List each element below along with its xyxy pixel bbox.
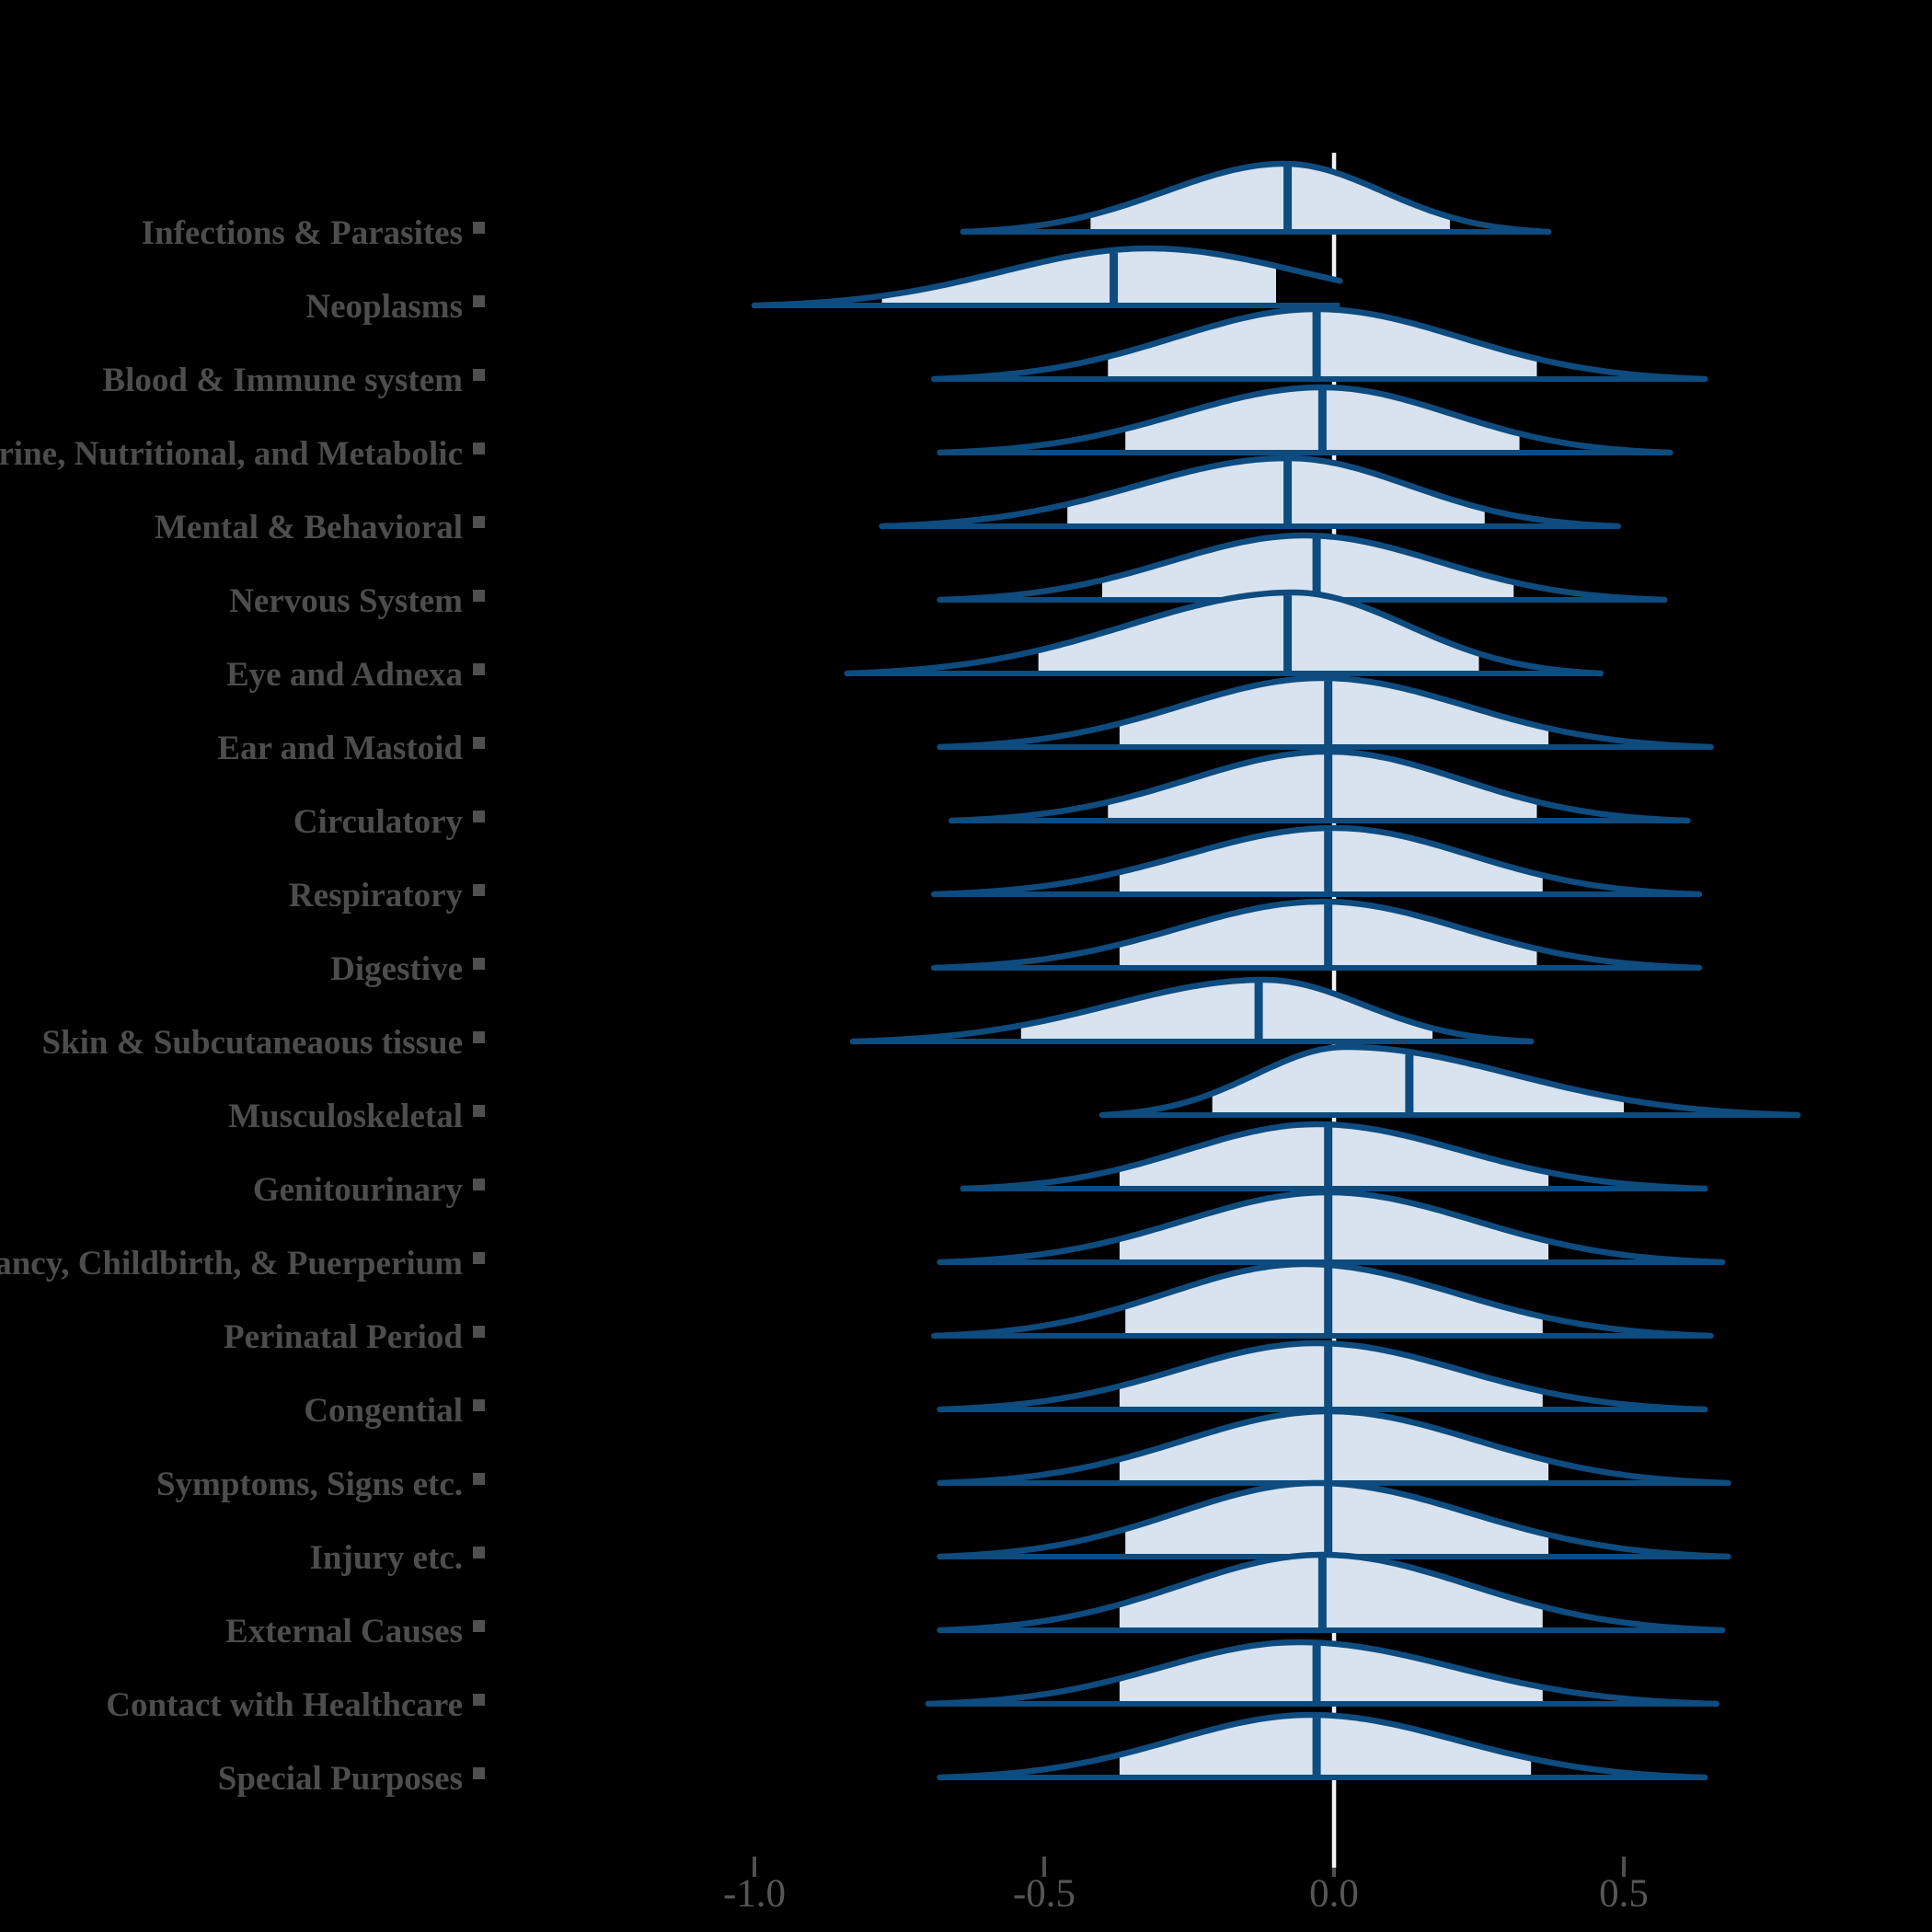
- row-label: Special Purposes: [218, 1760, 463, 1798]
- ridge-curve: [960, 160, 1552, 236]
- x-axis-tick: [1622, 1857, 1626, 1877]
- x-axis-tick: [1042, 1857, 1046, 1877]
- ridge-curve: [1098, 1043, 1801, 1119]
- ridge-curve: [937, 532, 1668, 604]
- row-axis-tick-square: [473, 1473, 485, 1485]
- ridge-curve: [879, 454, 1621, 530]
- ridge-curve: [948, 748, 1691, 824]
- ridge-curve: [931, 305, 1708, 383]
- row-axis-tick-square: [473, 369, 485, 381]
- row-label: Digestive: [330, 950, 463, 988]
- row-label: Musculoskeletal: [228, 1098, 463, 1135]
- row-label: Blood & Immune system: [102, 362, 463, 399]
- row-axis-tick-square: [473, 1399, 485, 1411]
- row-label: Congential: [304, 1392, 463, 1430]
- row-label: Perinatal Period: [224, 1318, 463, 1356]
- row-axis-tick-square: [473, 1031, 485, 1043]
- row-label: Symptoms, Signs etc.: [156, 1466, 463, 1503]
- row-label: Infections & Parasites: [142, 214, 463, 252]
- row-axis-tick-square: [473, 443, 485, 454]
- x-axis-tick-label: 0.5: [1599, 1872, 1649, 1915]
- ridge-curve: [937, 1189, 1726, 1266]
- row-label: Skin & Subcutaneaous tissue: [41, 1024, 463, 1062]
- ridge-quantile-band: [881, 248, 1276, 305]
- ridge-quantile-band: [1119, 1715, 1532, 1777]
- row-label: Mental & Behavioral: [155, 509, 463, 546]
- row-label: Genitourinary: [253, 1171, 464, 1209]
- row-axis-tick-square: [473, 516, 485, 528]
- row-axis-tick-square: [473, 1767, 485, 1779]
- row-label: Neoplasms: [305, 288, 463, 326]
- ridge-quantile-band: [1108, 752, 1537, 821]
- ridge-quantile-band: [1090, 164, 1451, 232]
- row-axis-tick-square: [473, 1252, 485, 1264]
- ridge-quantile-band: [1125, 1264, 1543, 1336]
- row-label: Eye and Adnexa: [226, 656, 463, 694]
- ridge-quantile-band: [1212, 1047, 1624, 1115]
- ridge-curve: [937, 1551, 1726, 1634]
- ridge-quantile-band: [1125, 1483, 1549, 1557]
- row-axis-tick-square: [473, 884, 485, 896]
- ridge-curve: [931, 1260, 1714, 1340]
- ridge-quantile-band: [1119, 1642, 1543, 1704]
- row-axis-tick-square: [473, 958, 485, 970]
- row-axis-tick-square: [473, 1326, 485, 1338]
- row-axis-tick-square: [473, 1620, 485, 1632]
- row-axis-tick-square: [473, 1547, 485, 1558]
- row-axis-tick-square: [473, 222, 485, 234]
- row-label: Pregancy, Childbirth, & Puerperium: [0, 1245, 463, 1282]
- row-axis-tick-square: [473, 1179, 485, 1190]
- row-label: Nervous System: [229, 582, 463, 620]
- ridge-curve: [937, 1408, 1731, 1487]
- row-axis-tick-square: [473, 663, 485, 675]
- row-label: Contact with Healthcare: [106, 1686, 463, 1724]
- row-axis-tick-square: [473, 295, 485, 307]
- ridge-curve: [937, 384, 1673, 456]
- ridge-quantile-band: [1067, 458, 1485, 526]
- ridge-curve: [925, 1639, 1720, 1708]
- row-axis-tick-square: [473, 811, 485, 822]
- ridge-curve: [844, 589, 1604, 677]
- ridge-curve: [937, 1711, 1708, 1781]
- row-label: Endocrine, Nutritional, and Metabolic: [0, 435, 463, 473]
- row-axis-tick-square: [473, 1694, 485, 1706]
- x-axis-tick-label: -1.0: [723, 1872, 786, 1915]
- row-axis-tick-square: [473, 1105, 485, 1117]
- ridge-curve: [937, 1340, 1708, 1413]
- ridge-quantile-band: [1038, 592, 1479, 673]
- ridge-curve: [931, 898, 1703, 972]
- ridge-curve: [931, 824, 1703, 898]
- row-label: Respiratory: [289, 877, 464, 914]
- ridge-curve: [937, 674, 1714, 751]
- x-axis-tick-label: 0.0: [1309, 1872, 1359, 1915]
- row-label: External Causes: [225, 1613, 463, 1650]
- ridge-curve: [751, 245, 1343, 309]
- row-axis-tick-square: [473, 737, 485, 749]
- ridge-curve: [960, 1121, 1708, 1192]
- ridge-curve: [849, 976, 1535, 1045]
- row-label: Ear and Mastoid: [217, 730, 463, 767]
- row-axis-tick-square: [473, 590, 485, 602]
- row-label: Injury etc.: [310, 1539, 463, 1577]
- ridge-curve: [937, 1479, 1731, 1560]
- row-label: Circulatory: [293, 803, 464, 841]
- x-axis-tick: [753, 1857, 756, 1877]
- x-axis-tick-label: -0.5: [1013, 1872, 1075, 1915]
